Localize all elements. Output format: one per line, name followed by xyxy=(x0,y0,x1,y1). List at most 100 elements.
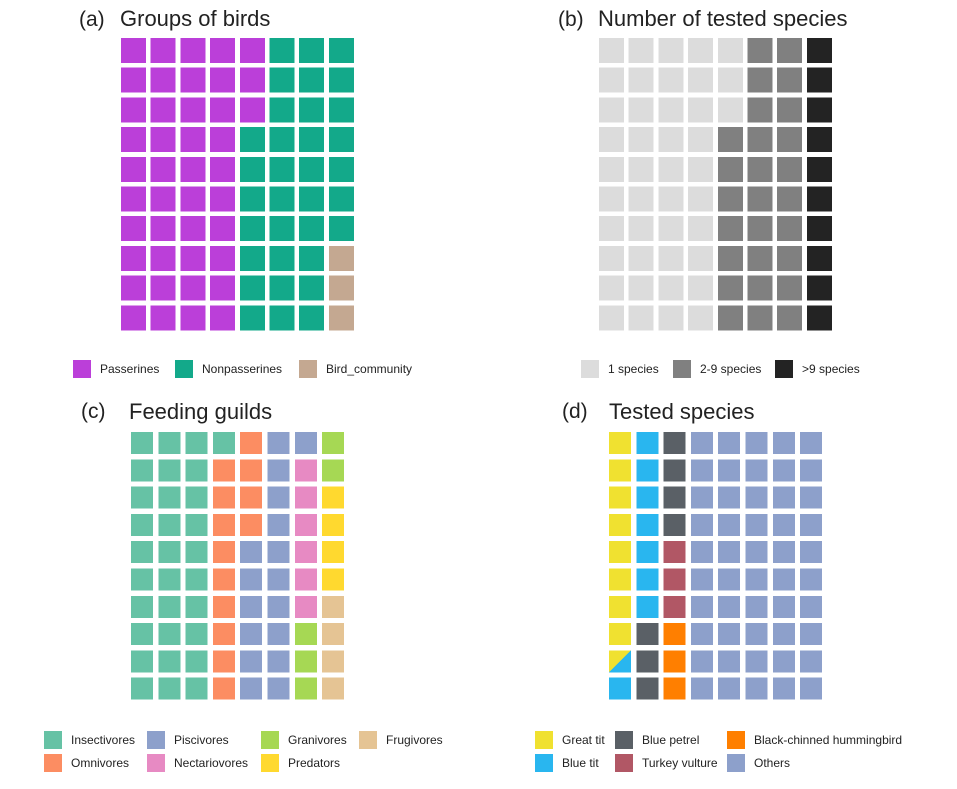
waffle-cell-passerines xyxy=(180,275,206,301)
waffle-cell-great-tit xyxy=(609,541,631,564)
legend-label-9-species: >9 species xyxy=(802,362,860,376)
waffle-cell-passerines xyxy=(121,127,146,153)
legend-swatch-others xyxy=(727,754,745,772)
waffle-cell-others xyxy=(745,623,768,646)
waffle-cell-others xyxy=(800,568,823,591)
waffle-cell-blue-tit xyxy=(636,513,659,536)
waffle-cell-passerines xyxy=(150,186,176,212)
legend-label-bird-community: Bird_community xyxy=(326,362,413,376)
legend-label-insectivores: Insectivores xyxy=(71,733,136,747)
waffle-cell-2-9-species xyxy=(747,245,773,271)
waffle-cell-others xyxy=(745,650,768,673)
waffle-cell-others xyxy=(772,513,795,536)
waffle-cell-insectivores xyxy=(158,513,181,536)
waffle-cell-omnivores xyxy=(212,623,235,646)
waffle-cell-nonpasserines xyxy=(299,38,325,63)
waffle-cell-nonpasserines xyxy=(239,186,265,212)
legend-item-2-9-species: 2-9 species xyxy=(673,360,761,378)
waffle-cell-omnivores xyxy=(212,650,235,673)
waffle-cell-1-species xyxy=(688,245,714,271)
waffle-cell-great-tit xyxy=(609,568,631,591)
waffle-cell-black-chinned-hummingbird xyxy=(663,623,686,646)
waffle-cell-passerines xyxy=(121,186,146,212)
waffle-cell-1-species xyxy=(688,305,714,331)
legend-item-great-tit: Great tit xyxy=(535,731,605,749)
waffle-cell-piscivores xyxy=(240,650,263,673)
legend-label-granivores: Granivores xyxy=(288,733,347,747)
waffle-cell-1-species xyxy=(658,127,684,153)
legend-swatch-granivores xyxy=(261,731,279,749)
waffle-cell-1-species xyxy=(658,275,684,301)
waffle-cell-insectivores xyxy=(131,650,153,673)
waffle-cell-blue-petrel xyxy=(636,677,659,700)
legend-swatch-insectivores xyxy=(44,731,62,749)
waffle-cell-nectariovores xyxy=(294,595,317,618)
waffle-cell-passerines xyxy=(180,156,206,182)
waffle-cell-passerines xyxy=(210,127,236,153)
waffle-cell-2-9-species xyxy=(717,186,743,212)
waffle-cell-omnivores xyxy=(240,513,263,536)
waffle-cell-blue-petrel xyxy=(663,459,686,482)
waffle-cell-others xyxy=(718,541,741,564)
waffle-cell-nonpasserines xyxy=(269,186,295,212)
waffle-cell-nonpasserines xyxy=(299,67,325,93)
waffle-cell-passerines xyxy=(210,245,236,271)
waffle-cell-others xyxy=(745,568,768,591)
waffle-cell-passerines xyxy=(150,216,176,242)
waffle-cell-others xyxy=(690,432,713,454)
waffle-cell-blue-tit xyxy=(636,595,659,618)
waffle-cell-nonpasserines xyxy=(269,275,295,301)
waffle-cell-nonpasserines xyxy=(328,38,354,63)
waffle-cell-passerines xyxy=(180,67,206,93)
waffle-cell-predators xyxy=(322,513,345,536)
waffle-cell-nonpasserines xyxy=(299,186,325,212)
waffle-cell-nonpasserines xyxy=(239,245,265,271)
waffle-cell-1-species xyxy=(658,97,684,123)
waffle-cell-bird-community xyxy=(328,275,354,301)
waffle-cell-others xyxy=(718,568,741,591)
legend-swatch-bird-community xyxy=(299,360,317,378)
waffle-cell-2-9-species xyxy=(747,156,773,182)
waffle-cell-nonpasserines xyxy=(299,305,325,331)
waffle-cell-nonpasserines xyxy=(269,127,295,153)
waffle-cell-1-species xyxy=(628,216,654,242)
waffle-cell-2-9-species xyxy=(747,67,773,93)
waffle-cell-1-species xyxy=(688,97,714,123)
waffle-cell-passerines xyxy=(150,127,176,153)
waffle-cell-piscivores xyxy=(240,677,263,700)
waffle-cell-passerines xyxy=(210,67,236,93)
waffle-cell-nonpasserines xyxy=(328,67,354,93)
waffle-cell-others xyxy=(690,677,713,700)
waffle-cell-nonpasserines xyxy=(299,127,325,153)
legend-item-frugivores: Frugivores xyxy=(359,731,443,749)
waffle-cell-insectivores xyxy=(158,541,181,564)
waffle-cell-insectivores xyxy=(185,513,208,536)
waffle-cell-omnivores xyxy=(212,677,235,700)
legend-swatch-black-chinned-hummingbird xyxy=(727,731,745,749)
legend-swatch-predators xyxy=(261,754,279,772)
waffle-cell-9-species xyxy=(806,275,832,301)
waffle-cell-nonpasserines xyxy=(269,216,295,242)
waffle-cell-1-species xyxy=(688,127,714,153)
waffle-cell-nonpasserines xyxy=(269,305,295,331)
panel-d-title: Tested species xyxy=(609,399,755,424)
waffle-cell-nonpasserines xyxy=(299,97,325,123)
waffle-cell-2-9-species xyxy=(747,186,773,212)
waffle-cell-nonpasserines xyxy=(269,67,295,93)
waffle-cell-passerines xyxy=(121,275,146,301)
waffle-cell-1-species xyxy=(688,38,714,63)
waffle-cell-passerines xyxy=(210,216,236,242)
waffle-cell-frugivores xyxy=(322,650,345,673)
waffle-cell-nonpasserines xyxy=(328,186,354,212)
legend-label-omnivores: Omnivores xyxy=(71,756,130,770)
waffle-cell-piscivores xyxy=(240,568,263,591)
waffle-cell-1-species xyxy=(628,127,654,153)
waffle-cell-others xyxy=(690,623,713,646)
waffle-cell-blue-petrel xyxy=(663,432,686,454)
waffle-cell-insectivores xyxy=(131,459,153,482)
waffle-cell-1-species xyxy=(658,216,684,242)
waffle-cell-others xyxy=(745,486,768,509)
waffle-cell-nonpasserines xyxy=(269,97,295,123)
waffle-cell-others xyxy=(800,677,823,700)
waffle-cell-1-species xyxy=(717,67,743,93)
